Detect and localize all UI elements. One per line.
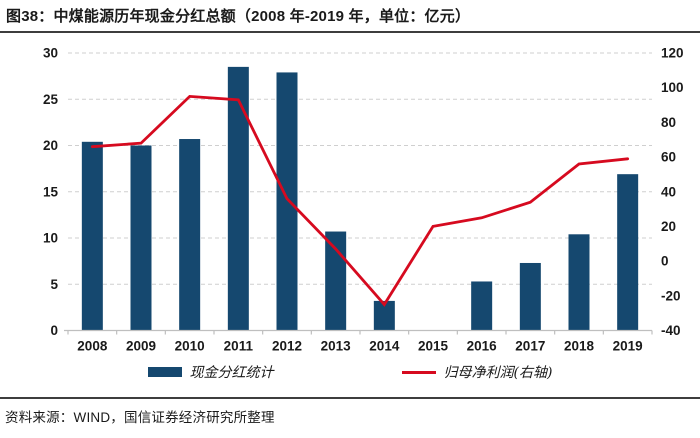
right-axis-tick-label: 20 xyxy=(661,219,676,234)
gridlines xyxy=(68,52,652,285)
bar-series xyxy=(81,66,639,331)
x-axis-year-label: 2013 xyxy=(321,339,352,354)
right-axis-tick-label: -40 xyxy=(661,323,681,338)
x-axis-year-label: 2014 xyxy=(369,339,400,354)
legend-label-profit: 归母净利润(右轴) xyxy=(443,365,553,381)
x-axis-year-label: 2008 xyxy=(77,339,108,354)
left-axis-tick-label: 25 xyxy=(43,92,59,107)
x-axis-year-label: 2019 xyxy=(613,339,643,354)
left-axis-tick-label: 0 xyxy=(50,323,58,338)
right-axis-tick-label: 120 xyxy=(661,46,684,61)
right-axis-tick-label: 80 xyxy=(661,115,676,130)
left-axis-tick-label: 5 xyxy=(50,277,58,292)
figure-source: 资料来源：WIND，国信证券经济研究所整理 xyxy=(5,410,275,425)
bar-2009 xyxy=(130,145,152,331)
bar-series-swatch-icon xyxy=(147,367,182,377)
legend-item-dividend: 现金分红统计 xyxy=(147,362,274,382)
legend-item-profit: 归母净利润(右轴) xyxy=(401,362,553,382)
x-axis-year-label: 2016 xyxy=(467,339,498,354)
x-axis-year-label: 2017 xyxy=(515,339,545,354)
left-axis-tick-label: 30 xyxy=(43,46,58,61)
x-axis-year-label: 2009 xyxy=(126,339,156,354)
bar-2012 xyxy=(276,72,298,331)
bar-2010 xyxy=(179,139,201,331)
figure-title: 图38：中煤能源历年现金分红总额（2008 年-2019 年，单位：亿元） xyxy=(6,8,471,25)
bar-2008 xyxy=(81,141,103,331)
source-divider xyxy=(0,397,700,399)
x-axis-year-label: 2018 xyxy=(564,339,595,354)
line-series-swatch-icon xyxy=(401,370,436,374)
right-axis-tick-label: 100 xyxy=(661,80,684,95)
left-axis-tick-label: 20 xyxy=(43,138,58,153)
x-axis-labels: 2008 2009 2010 2011 2012 2013 2014 2015 2016 2017… xyxy=(77,339,642,354)
left-axis-tick-label: 10 xyxy=(43,231,58,246)
bar-2011 xyxy=(227,66,249,331)
x-axis-year-label: 2012 xyxy=(272,339,302,354)
bar-2017 xyxy=(519,262,541,331)
bar-2016 xyxy=(471,281,493,331)
x-axis-year-label: 2011 xyxy=(224,339,254,354)
right-axis-tick-label: 40 xyxy=(661,184,676,199)
right-axis-tick-label: 0 xyxy=(661,254,669,269)
profit-line xyxy=(90,94,630,307)
bar-2019 xyxy=(617,174,639,331)
chart-legend: 现金分红统计 归母净利润(右轴) xyxy=(0,359,700,385)
bar-2014 xyxy=(373,300,395,331)
title-divider xyxy=(0,31,700,33)
left-axis-labels: 0 5 10 15 20 25 30 xyxy=(43,46,59,339)
x-axis xyxy=(64,329,653,335)
right-axis-labels: -40 -20 0 20 40 60 80 100 120 xyxy=(661,46,684,339)
x-axis-year-label: 2015 xyxy=(418,339,449,354)
left-axis-tick-label: 15 xyxy=(43,184,59,199)
bar-2018 xyxy=(568,234,590,331)
right-axis-tick-label: -20 xyxy=(661,288,681,303)
bar-2013 xyxy=(325,231,347,331)
x-axis-year-label: 2010 xyxy=(175,339,205,354)
legend-label-dividend: 现金分红统计 xyxy=(189,365,274,381)
right-axis-tick-label: 60 xyxy=(661,150,676,165)
